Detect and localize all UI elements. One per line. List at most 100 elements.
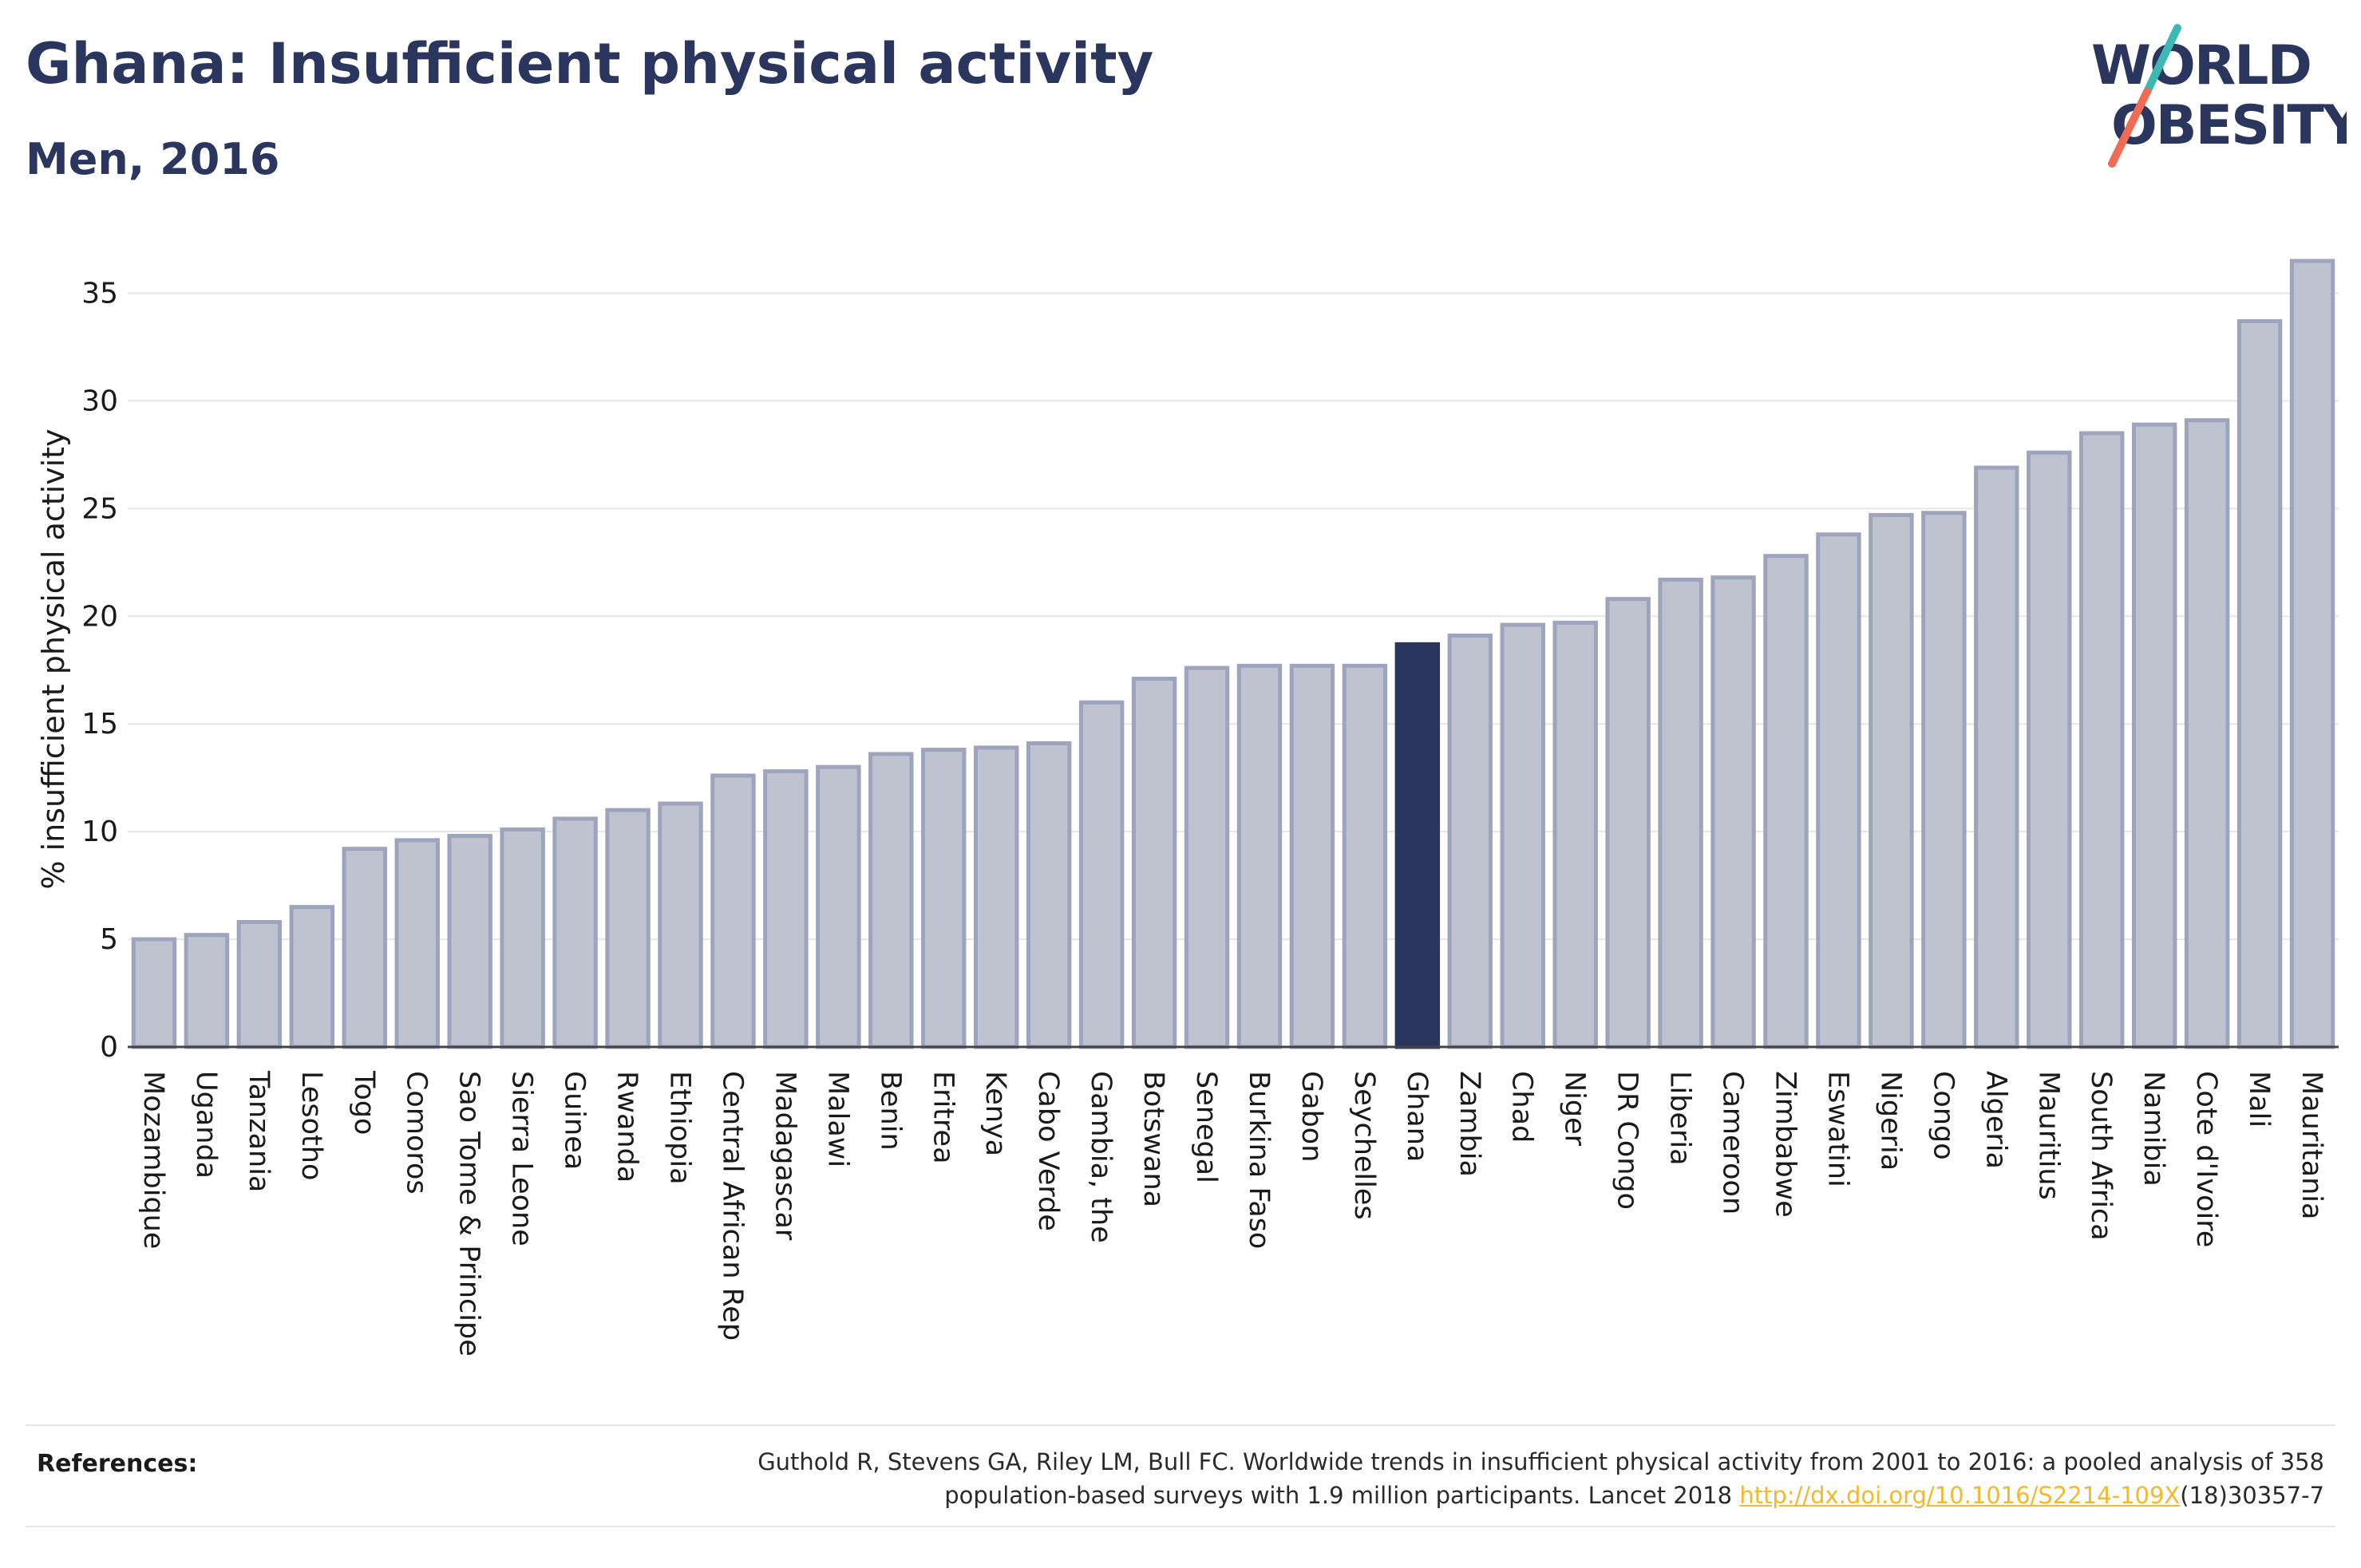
reference-doi-link[interactable]: http://dx.doi.org/10.1016/S2214-109X (1739, 1482, 2181, 1509)
y-tick-label: 25 (81, 492, 118, 525)
x-tick-label: Liberia (1664, 1071, 1696, 1166)
bar-gambia-the (1078, 700, 1125, 1049)
bar-cameroon (1710, 575, 1756, 1049)
x-tick-label: Guinea (559, 1071, 591, 1170)
x-tick-label: Central African Rep (716, 1071, 748, 1341)
x-tick-label: Mozambique (137, 1071, 169, 1249)
x-tick-label: Malawi (821, 1071, 853, 1167)
y-axis-title: % insufficient physical activity (36, 429, 71, 889)
x-tick-label: Senegal (1190, 1071, 1222, 1183)
x-tick-label: Lesotho (295, 1071, 327, 1180)
bar-niger (1552, 620, 1598, 1049)
bar-chart: 0 5 10 15 20 25 30 35 Mozambique Uganda Tanzania L… (36, 259, 2339, 1357)
bar-mali (2236, 319, 2283, 1049)
bar-ethiopia (658, 801, 703, 1049)
bar-zimbabwe (1763, 554, 1809, 1049)
bar-eritrea (921, 748, 967, 1049)
x-tick-label: Ethiopia (664, 1071, 696, 1185)
bar-chad (1500, 622, 1545, 1049)
bar-malawi (816, 764, 861, 1049)
bar-zambia (1447, 634, 1493, 1049)
bar-central-african-rep (710, 773, 756, 1049)
x-tick-label: Zambia (1453, 1071, 1485, 1177)
bar-kenya (973, 745, 1019, 1049)
x-tick-label: Rwanda (611, 1071, 643, 1183)
reference-line2-suffix: (18)30357-7 (2180, 1482, 2324, 1509)
x-tick-label: Niger (1559, 1071, 1591, 1147)
bar-botswana (1131, 677, 1177, 1049)
x-tick-label: Algeria (1979, 1071, 2011, 1169)
bar-algeria (1974, 465, 2019, 1049)
x-tick-label: Mauritius (2032, 1071, 2064, 1200)
x-tick-label: Namibia (2138, 1071, 2169, 1187)
bars (131, 259, 2335, 1049)
bar-benin (868, 752, 914, 1049)
bar-mauritania (2289, 259, 2335, 1049)
bar-ghana (1394, 642, 1441, 1049)
x-tick-label: Tanzania (243, 1070, 275, 1192)
bar-mauritius (2027, 450, 2072, 1049)
references-text: Guthold R, Stevens GA, Riley LM, Bull FC… (568, 1445, 2324, 1512)
y-axis-ticks: 0 5 10 15 20 25 30 35 (81, 277, 118, 1064)
bar-guinea (552, 816, 598, 1049)
bar-tanzania (236, 919, 283, 1049)
x-tick-label: Sierra Leone (506, 1071, 538, 1246)
bar-south-africa (2078, 431, 2125, 1049)
bar-madagascar (763, 769, 809, 1049)
logo-line1: WORLD (2091, 34, 2311, 97)
x-tick-label: Ghana (1401, 1071, 1433, 1162)
references-footer: References: Guthold R, Stevens GA, Riley… (26, 1424, 2335, 1527)
x-tick-label: South Africa (2085, 1071, 2117, 1241)
bar-togo (342, 847, 388, 1049)
bar-eswatini (1816, 532, 1861, 1049)
x-tick-label: Seychelles (1348, 1071, 1380, 1220)
x-tick-label: Eswatini (1821, 1071, 1853, 1187)
x-tick-label: Togo (348, 1070, 380, 1135)
bar-nigeria (1869, 512, 1914, 1049)
logo-line2: OBESITY (2111, 94, 2347, 157)
x-tick-label: Nigeria (1874, 1071, 1906, 1171)
y-tick-label: 35 (81, 277, 118, 310)
x-tick-label: DR Congo (1612, 1071, 1643, 1210)
y-tick-label: 5 (100, 923, 118, 956)
x-tick-label: Cabo Verde (1032, 1071, 1064, 1231)
gridlines (128, 292, 2339, 941)
page-subtitle: Men, 2016 (26, 134, 280, 184)
x-tick-label: Mali (2243, 1071, 2275, 1128)
x-tick-label: Chad (1506, 1071, 1538, 1143)
y-tick-label: 0 (100, 1031, 118, 1064)
x-tick-label: Gambia, the (1085, 1071, 1117, 1243)
bar-namibia (2131, 422, 2177, 1049)
x-tick-label: Sao Tome & Principe (453, 1071, 485, 1357)
x-axis-labels: Mozambique Uganda Tanzania Lesotho Togo Comor… (137, 1070, 2327, 1357)
y-tick-label: 30 (81, 385, 118, 417)
page-title: Ghana: Insufficient physical activity (26, 31, 1154, 97)
x-tick-label: Gabon (1295, 1071, 1327, 1162)
bar-sierra-leone (500, 827, 545, 1049)
reference-line2-prefix: population-based surveys with 1.9 millio… (944, 1482, 1740, 1509)
bar-seychelles (1342, 663, 1388, 1049)
bar-uganda (184, 933, 230, 1049)
bar-mozambique (131, 937, 177, 1049)
bar-comoros (394, 838, 440, 1049)
bar-cote-d-ivoire (2184, 418, 2230, 1049)
x-tick-label: Cote d'Ivoire (2190, 1071, 2222, 1247)
bar-sao-tome-principe (447, 834, 492, 1049)
x-tick-label: Kenya (979, 1071, 1011, 1156)
x-tick-label: Burkina Faso (1243, 1071, 1275, 1249)
y-tick-label: 15 (81, 708, 118, 741)
x-tick-label: Cameroon (1717, 1071, 1749, 1215)
bar-burkina-faso (1236, 663, 1283, 1049)
x-tick-label: Congo (1927, 1071, 1959, 1160)
x-tick-label: Comoros (401, 1071, 433, 1195)
y-tick-label: 20 (81, 600, 118, 633)
x-tick-label: Zimbabwe (1770, 1071, 1801, 1218)
bar-lesotho (289, 905, 335, 1049)
x-tick-label: Madagascar (769, 1071, 801, 1241)
bar-congo (1921, 511, 1967, 1049)
bar-dr-congo (1605, 597, 1651, 1049)
bar-liberia (1658, 577, 1703, 1049)
x-tick-label: Eritrea (927, 1071, 959, 1164)
y-tick-label: 10 (81, 816, 118, 848)
x-tick-label: Benin (874, 1071, 906, 1151)
